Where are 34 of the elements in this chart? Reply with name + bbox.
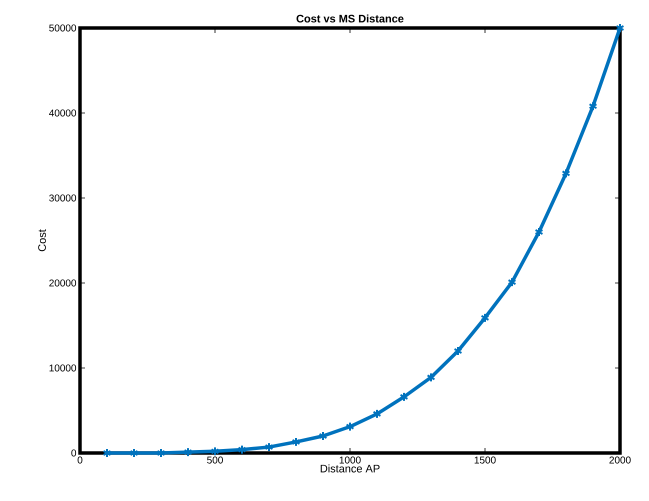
point <box>130 448 138 458</box>
y-tick-label: 40000 <box>49 109 76 117</box>
point <box>184 447 192 458</box>
point <box>588 101 598 112</box>
point <box>102 448 112 458</box>
point <box>508 277 516 288</box>
point <box>318 431 328 441</box>
point <box>534 227 544 237</box>
y-tick-label: 10000 <box>50 364 76 372</box>
point <box>454 346 462 356</box>
y-tick-label: 50000 <box>49 24 76 32</box>
x-tick-label: 1500 <box>474 456 496 464</box>
point <box>238 444 246 455</box>
y-tick-label: 30000 <box>49 194 76 202</box>
point <box>210 446 220 456</box>
x-tick-label: 0 <box>78 456 82 464</box>
x-axis-title: Distance AP <box>320 464 380 472</box>
chart-title: Cost vs MS Distance <box>296 14 404 23</box>
point <box>400 392 408 402</box>
x-tick-label: 1000 <box>340 456 361 464</box>
y-tick-label: 20000 <box>49 279 76 287</box>
point <box>562 168 570 178</box>
point <box>292 436 300 447</box>
point <box>426 372 436 382</box>
point <box>264 442 274 452</box>
point <box>346 422 354 432</box>
x-tick-label: 500 <box>207 456 223 464</box>
point <box>480 312 490 323</box>
y-axis-title: Cost <box>38 229 46 252</box>
x-tick-label: 2000 <box>609 456 631 464</box>
point <box>156 448 166 458</box>
point <box>616 23 624 33</box>
point <box>372 408 382 419</box>
y-tick-label: 0 <box>71 449 76 457</box>
